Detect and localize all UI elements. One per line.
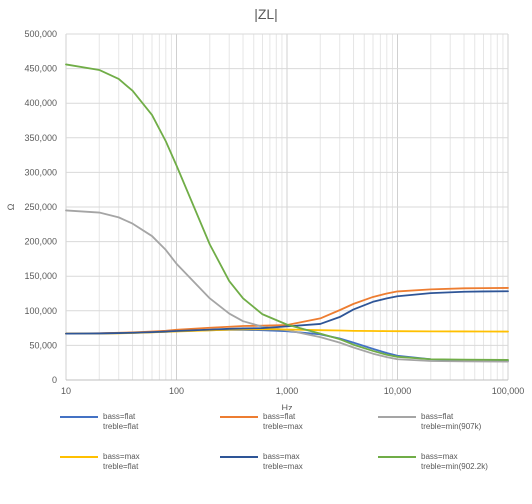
legend-swatch — [378, 416, 416, 418]
legend-label: bass=flat treble=flat — [103, 412, 139, 431]
legend-label: bass=flat treble=min(907k) — [421, 412, 482, 431]
y-tick-label: 150,000 — [24, 271, 57, 281]
chart-legend: bass=flat treble=flat bass=flat treble=ma… — [60, 412, 520, 500]
line-chart: 0 50,000 100,000 150,000 200,000 250,000 300,0… — [6, 29, 525, 410]
legend-label: bass=max treble=max — [263, 452, 303, 471]
y-tick-label: 500,000 — [24, 29, 57, 39]
legend-swatch — [60, 416, 98, 418]
series-line-6 — [65, 63, 509, 361]
chart-title: |ZL| — [254, 6, 278, 22]
x-tick-label: 100 — [169, 386, 184, 396]
legend-swatch — [378, 456, 416, 458]
y-tick-label: 250,000 — [24, 202, 57, 212]
x-tick-label: 10 — [61, 386, 71, 396]
x-tick-label: 100,000 — [492, 386, 525, 396]
legend-label: bass=max treble=min(902.2k) — [421, 452, 488, 471]
y-tick-label: 200,000 — [24, 237, 57, 247]
y-axis-label: Ω — [6, 203, 16, 210]
y-tick-label: 300,000 — [24, 167, 57, 177]
y-tick-label: 100,000 — [24, 306, 57, 316]
y-tick-label: 350,000 — [24, 133, 57, 143]
x-tick-label: 1,000 — [276, 386, 299, 396]
legend-swatch — [60, 456, 98, 458]
legend-swatch — [220, 456, 258, 458]
legend-label: bass=max treble=flat — [103, 452, 140, 471]
x-tick-label: 10,000 — [384, 386, 412, 396]
y-tick-label: 450,000 — [24, 64, 57, 74]
y-tick-label: 50,000 — [29, 340, 57, 350]
y-tick-label: 400,000 — [24, 98, 57, 108]
legend-swatch — [220, 416, 258, 418]
legend-label: bass=flat treble=max — [263, 412, 303, 431]
x-axis-label: Hz — [282, 403, 293, 410]
series-line-5 — [65, 290, 509, 335]
y-tick-label: 0 — [52, 375, 57, 385]
